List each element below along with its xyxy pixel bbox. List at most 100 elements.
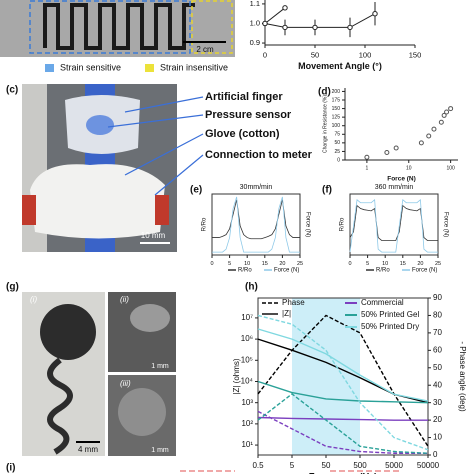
point — [282, 5, 288, 11]
annotation: Pressure sensor — [205, 109, 292, 121]
legend-label: Strain sensitive — [60, 62, 121, 72]
x-tick-label: 150 — [409, 50, 422, 59]
x-axis-label: Frequency (Hz) — [309, 472, 378, 474]
x-tick-label: 10 — [406, 165, 412, 171]
series-line — [212, 199, 300, 240]
y-tick-label: 200 — [332, 89, 341, 95]
highlight-band — [292, 298, 360, 455]
x-tick-label: 10 — [382, 261, 388, 267]
series-line — [264, 13, 376, 28]
scale-label: 4 mm — [78, 445, 98, 454]
series-line — [264, 7, 286, 24]
y-tick-label: 150 — [332, 106, 341, 112]
impedance-line — [257, 328, 429, 402]
y2-axis-label: Force (N) — [304, 212, 310, 237]
glove — [30, 164, 165, 239]
y-tick-label: 75 — [334, 132, 340, 138]
phase-line — [257, 393, 429, 454]
y2-tick-label: 70 — [433, 328, 442, 337]
y-tick-label: 10¹ — [241, 440, 253, 449]
y-tick-label: 1.0 — [250, 18, 260, 27]
x-tick-label: 15 — [400, 261, 406, 267]
legend-label: 50% Printed Dry — [361, 322, 419, 331]
x-tick-label: 5 — [290, 461, 295, 470]
legend-label: 50% Printed Gel — [361, 310, 419, 319]
series-line — [349, 199, 438, 253]
x-tick-label: 100 — [446, 165, 455, 171]
y-tick-label: 10⁵ — [241, 355, 253, 364]
meander — [43, 3, 195, 50]
legend-label: Commercial — [361, 298, 404, 307]
y-tick-label: 0.9 — [250, 38, 260, 47]
y2-tick-label: 50 — [433, 363, 442, 372]
x-tick-label: 15 — [262, 261, 268, 267]
y2-tick-label: 10 — [433, 433, 442, 442]
y-axis-label: R/Ro — [202, 217, 208, 231]
x-tick-label: 0 — [263, 50, 267, 59]
point — [282, 24, 288, 31]
x-tick-label: 100 — [359, 50, 372, 59]
legend-label: R/Ro — [238, 268, 252, 274]
scale-label: 10 mm — [141, 231, 166, 240]
y-tick-label: 25 — [334, 149, 340, 155]
x-tick-label: 10 — [244, 261, 250, 267]
x-axis-label: Force (N) — [387, 176, 416, 183]
y-axis-label: |Z| (ohms) — [232, 358, 241, 394]
y-tick-label: 175 — [332, 97, 341, 103]
y2-tick-label: 40 — [433, 380, 442, 389]
point — [312, 24, 318, 31]
point — [426, 133, 432, 139]
point — [444, 109, 450, 115]
chart-title: 30mm/min — [240, 184, 273, 191]
panel-label: (g) — [6, 282, 19, 293]
point — [347, 24, 353, 31]
y2-tick-label: 30 — [433, 398, 442, 407]
y-tick-label: 100 — [332, 123, 341, 129]
annotation: Artificial finger — [205, 91, 283, 103]
x-tick-label: 5 — [228, 261, 231, 267]
legend-label: Force (N) — [274, 268, 299, 274]
point — [384, 149, 390, 155]
panel-label: (d) — [318, 87, 331, 98]
legend-label: |Z| — [282, 309, 291, 318]
y-tick-label: 10⁷ — [241, 313, 253, 322]
x-tick-label: 1 — [366, 165, 369, 171]
x-tick-label: 20 — [279, 261, 285, 267]
x-tick-label: 5 — [366, 261, 369, 267]
point — [393, 145, 399, 151]
scale-label: 1 mm — [151, 363, 169, 370]
y2-tick-label: 20 — [433, 415, 442, 424]
x-axis-label: Movement Angle (°) — [298, 61, 382, 71]
clip — [155, 195, 169, 225]
point — [438, 119, 444, 125]
plot-frame — [265, 0, 415, 45]
point — [441, 112, 447, 118]
x-tick-label: 50 — [322, 461, 331, 470]
y2-tick-label: 0 — [433, 450, 438, 459]
print-trace — [47, 357, 73, 455]
y-tick-label: 10² — [241, 419, 253, 428]
y2-tick-label: 90 — [433, 293, 442, 302]
photo-label: (iii) — [120, 379, 131, 388]
photo-g-ii — [108, 292, 176, 372]
pointers — [107, 96, 204, 196]
panel-label: (h) — [245, 282, 258, 293]
x-tick-label: 20 — [417, 261, 423, 267]
y-tick-label: 125 — [332, 114, 341, 120]
plot-frame — [257, 297, 429, 456]
scale-label: 2 cm — [196, 45, 214, 54]
phase-line — [257, 314, 429, 451]
x-tick-label: 25 — [297, 261, 303, 267]
annotation: Connection to meter — [205, 149, 313, 161]
panel-label: (e) — [190, 185, 202, 196]
phase-line — [257, 314, 429, 447]
legend-label: Force (N) — [412, 268, 437, 274]
y-tick-label: 10⁴ — [241, 377, 254, 386]
y-axis-label: R/Ro — [340, 217, 346, 231]
x-tick-label: 500 — [353, 461, 367, 470]
panel-label: (i) — [6, 463, 15, 474]
x-tick-label: 50000 — [417, 461, 440, 470]
x-tick-label: 0 — [348, 261, 351, 267]
point — [448, 106, 454, 112]
